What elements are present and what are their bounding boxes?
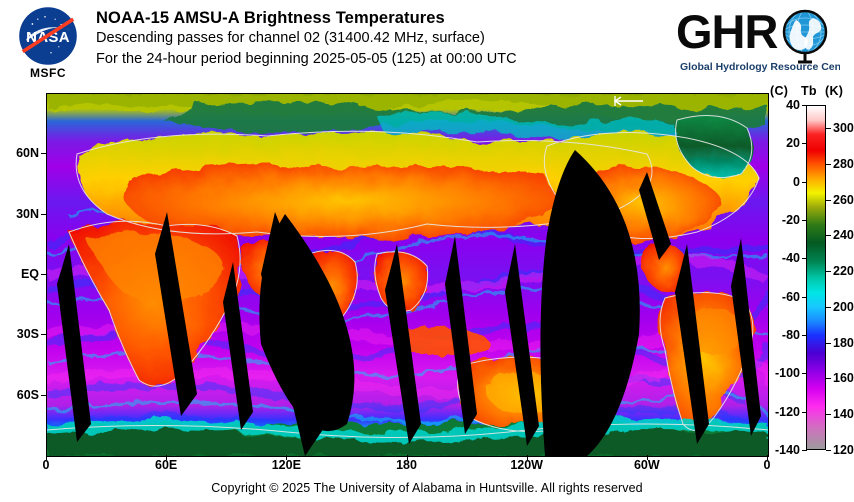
x-axis-tick	[46, 455, 47, 460]
colorbar-tick-left	[802, 335, 807, 336]
x-axis-tick	[166, 455, 168, 460]
colorbar-celsius-label: 40	[786, 98, 800, 112]
colorbar-celsius-label: 0	[793, 174, 800, 189]
colorbar-tick-left	[802, 105, 807, 106]
colorbar-celsius-label: 20	[786, 136, 800, 151]
y-axis-label: 60S	[16, 387, 39, 402]
landmass-eurasia	[76, 131, 653, 239]
landmass-africa	[69, 221, 241, 387]
colorbar-tick-right	[826, 378, 831, 380]
map-raster	[47, 94, 768, 456]
landmass-greenland	[675, 115, 752, 178]
colorbar-unit-celsius: (C)	[770, 84, 789, 98]
y-axis-tick	[41, 274, 46, 275]
colorbar-celsius-label: -60	[781, 289, 800, 304]
colorbar-kelvin-label: 200	[833, 299, 854, 314]
y-axis-tick	[41, 153, 46, 155]
colorbar-gradient	[806, 105, 826, 450]
colorbar-kelvin-label: 280	[833, 156, 854, 171]
colorbar-kelvin-label: 120	[833, 443, 854, 457]
nasa-center-label: MSFC	[30, 66, 66, 80]
x-axis-tick	[526, 455, 528, 460]
colorbar-kelvin-label: 180	[833, 335, 854, 350]
colorbar-tick-right	[826, 163, 831, 165]
colorbar-celsius-label: -120	[774, 404, 800, 419]
y-axis-tick	[41, 334, 46, 336]
colorbar-tick-left	[802, 181, 807, 183]
colorbar-variable: Tb	[801, 84, 817, 98]
x-axis-label: 60E	[155, 458, 178, 472]
y-axis-label: EQ	[20, 267, 39, 281]
x-axis-label: 120E	[271, 458, 301, 472]
ghrc-logo-icon: GHR Global Hydrology Resource Center	[676, 5, 840, 73]
y-axis-tick	[41, 394, 46, 396]
colorbar-celsius-label: -140	[774, 443, 800, 457]
colorbar-tick-left	[802, 296, 807, 298]
colorbar-celsius-label: -100	[774, 366, 800, 381]
colorbar-kelvin-label: 240	[833, 228, 854, 243]
colorbar[interactable]	[806, 105, 826, 450]
colorbar-tick-right	[826, 199, 831, 201]
left-arrow-marker	[613, 96, 643, 106]
svg-text:GHR: GHR	[676, 5, 778, 58]
page-title: NOAA-15 AMSU-A Brightness Temperatures	[96, 9, 445, 27]
x-axis-label: 180	[396, 458, 417, 472]
x-axis-tick	[646, 455, 648, 460]
x-axis-label: 60W	[633, 458, 660, 472]
colorbar-tick-right	[826, 306, 831, 308]
x-axis-label: 120W	[510, 458, 543, 472]
colorbar-celsius-label: -40	[781, 251, 800, 266]
title-block: NOAA-15 AMSU-A Brightness Temperatures D…	[96, 8, 517, 70]
colorbar-tick-right	[826, 450, 831, 451]
y-axis-label: 60N	[16, 146, 39, 161]
x-axis-tick	[767, 455, 768, 460]
colorbar-kelvin-label: 220	[833, 264, 854, 279]
subtitle-channel: Descending passes for channel 02 (31400.…	[96, 30, 485, 46]
copyright-notice: Copyright © 2025 The University of Alaba…	[211, 481, 643, 495]
orbital-data-gaps	[57, 150, 761, 456]
colorbar-tick-left	[802, 258, 807, 260]
x-axis-tick	[406, 455, 408, 460]
colorbar-tick-right	[826, 271, 831, 273]
colorbar-kelvin-label: 160	[833, 371, 854, 386]
x-axis-label: 0	[42, 458, 50, 472]
colorbar-kelvin-label: 260	[833, 192, 854, 207]
colorbar-tick-right	[826, 414, 831, 416]
colorbar-tick-right	[826, 235, 831, 237]
colorbar-tick-left	[802, 143, 807, 145]
brightness-temperature-map[interactable]	[46, 93, 769, 457]
x-axis-label: 0	[763, 458, 771, 472]
colorbar-tick-left	[802, 411, 807, 413]
colorbar-unit-kelvin: (K)	[825, 84, 844, 98]
subtitle-period: For the 24-hour period beginning 2025-05…	[96, 51, 517, 67]
ghrc-fullname-text: Global Hydrology Resource Center	[680, 61, 840, 73]
colorbar-kelvin-label: 300	[833, 121, 854, 136]
colorbar-kelvin-label: 140	[833, 407, 854, 422]
colorbar-celsius-label: -80	[781, 328, 800, 342]
colorbar-tick-left	[802, 373, 807, 375]
colorbar-tick-right	[826, 342, 831, 344]
y-axis-label: 30N	[16, 206, 39, 221]
colorbar-tick-right	[826, 128, 831, 130]
nasa-meatball-icon: NASA	[19, 7, 77, 65]
nasa-logo: NASA MSFC	[12, 6, 84, 82]
colorbar-tick-left	[802, 450, 807, 451]
x-axis-tick	[286, 455, 288, 460]
ghrc-logo: GHR Global Hydrology Resource Center	[674, 4, 840, 76]
colorbar-tick-left	[802, 220, 807, 221]
y-axis-label: 30S	[16, 327, 39, 342]
colorbar-celsius-label: -20	[781, 213, 800, 227]
y-axis-tick	[41, 213, 46, 215]
